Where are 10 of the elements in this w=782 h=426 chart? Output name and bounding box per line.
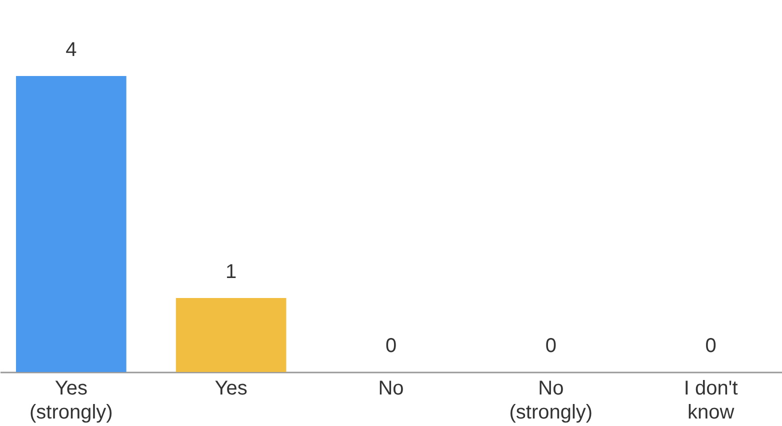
data-label: 0 [545,335,556,357]
data-label: 1 [226,261,237,283]
x-tick-label: No [378,378,404,400]
x-tick-label: No (strongly) [509,378,593,424]
data-label: 0 [705,335,716,357]
data-label: 0 [385,335,397,357]
x-tick-label: Yes (strongly) [29,378,113,424]
x-tick-label: I don't know [684,378,738,424]
data-label: 4 [66,39,77,61]
x-tick-label: Yes [214,378,248,400]
